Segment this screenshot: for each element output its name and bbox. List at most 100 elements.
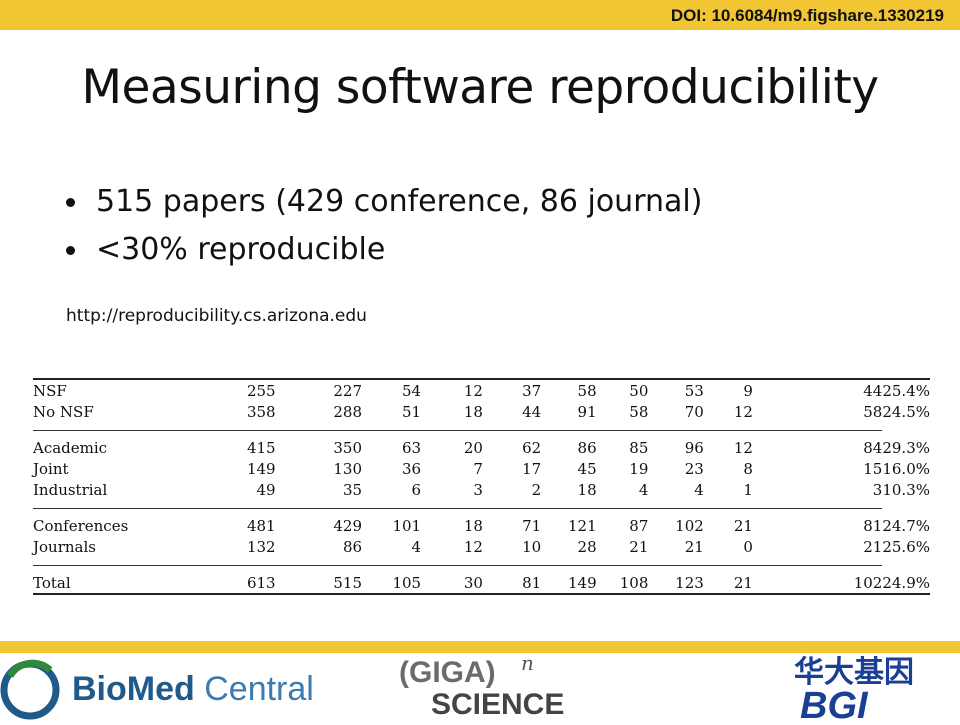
row-spacer	[151, 515, 184, 536]
table-cell: 44	[863, 381, 883, 400]
table-cell: 102	[675, 516, 704, 535]
table-row: No NSF 358 288 51 18 44 91 58 70 12 58 24.5%	[33, 401, 930, 422]
table-cell: 86	[577, 438, 597, 457]
table-cell: 102	[853, 573, 883, 592]
row-spacer	[151, 536, 184, 557]
table-cell: 4	[411, 537, 422, 556]
table-cell: 149	[567, 573, 597, 592]
table-cell: 0	[743, 537, 753, 556]
table-cell: 35	[342, 480, 363, 499]
central-text: Central	[204, 670, 314, 708]
top-accent-bar	[0, 0, 960, 30]
table-cell: 84	[863, 438, 883, 457]
table-cell: 1	[743, 480, 753, 499]
table-cell: 10	[522, 537, 542, 556]
table-cell: 255	[246, 381, 276, 400]
biomed-central-wordmark: BioMed Central	[72, 670, 314, 709]
table-cell: 613	[246, 573, 276, 592]
giga-bottom-text: SCIENCE	[431, 688, 564, 720]
row-label: Joint	[33, 459, 69, 478]
table-cell: 70	[684, 402, 704, 421]
table-cell: 91	[577, 402, 597, 421]
table-cell: 21	[629, 537, 649, 556]
table-cell: 288	[333, 402, 363, 421]
table-cell: 45	[577, 459, 597, 478]
bullet-item: <30% reproducible	[66, 226, 702, 274]
table-cell: 81	[522, 573, 542, 592]
biomed-central-logo: BioMed Central	[0, 656, 314, 720]
table-cell: 21	[733, 573, 753, 592]
table-cell: 24.9%	[882, 573, 930, 592]
group-separator	[33, 422, 930, 431]
table-cell: 21	[684, 537, 704, 556]
table-cell: 123	[675, 573, 704, 592]
table-cell: 20	[463, 438, 483, 457]
table-cell: 85	[629, 438, 649, 457]
table-cell: 62	[522, 438, 542, 457]
table-cell: 429	[333, 516, 363, 535]
table-cell: 30	[463, 573, 483, 592]
table-cell: 58	[577, 381, 597, 400]
table-cell: 54	[402, 381, 422, 400]
table-cell: 53	[684, 381, 704, 400]
table-cell: 3	[872, 480, 883, 499]
table-cell: 3	[473, 480, 483, 499]
table-cell: 58	[863, 402, 883, 421]
table-row: Industrial 49 35 6 3 2 18 4 4 1 3 10.3%	[33, 479, 930, 500]
table-cell: 358	[246, 402, 276, 421]
table-cell: 108	[619, 573, 649, 592]
bullet-text: 515 papers (429 conference, 86 journal)	[96, 184, 703, 219]
row-spacer	[151, 572, 184, 593]
bullet-item: 515 papers (429 conference, 86 journal)	[66, 178, 702, 226]
table-cell: 8	[743, 459, 753, 478]
table-bottom-rule	[33, 593, 930, 595]
table-row: Joint 149 130 36 7 17 45 19 23 8 15 16.0%	[33, 458, 930, 479]
table-cell: 101	[392, 516, 422, 535]
table-cell: 7	[473, 459, 483, 478]
table-cell: 515	[333, 573, 363, 592]
table-cell: 18	[577, 480, 597, 499]
bgi-chinese-text: 华大基因	[794, 655, 914, 690]
table-top-rule	[33, 378, 930, 380]
group-separator	[33, 500, 930, 509]
bullet-text: <30% reproducible	[96, 232, 386, 267]
table-cell: 86	[342, 537, 363, 556]
table-cell: 63	[402, 438, 422, 457]
table-cell: 9	[743, 381, 753, 400]
row-spacer	[151, 479, 184, 500]
table-cell: 87	[629, 516, 649, 535]
table-cell: 44	[522, 402, 542, 421]
group-separator	[33, 557, 930, 566]
table-cell: 25.6%	[882, 537, 930, 556]
table-cell: 481	[246, 516, 276, 535]
table-cell: 130	[333, 459, 363, 478]
table-cell: 149	[246, 459, 276, 478]
table-cell: 227	[333, 381, 363, 400]
table-cell: 18	[463, 402, 483, 421]
table-cell: 51	[402, 402, 422, 421]
table-cell: 121	[567, 516, 597, 535]
bullet-list: 515 papers (429 conference, 86 journal) …	[66, 178, 702, 274]
table-cell: 17	[522, 459, 542, 478]
bottom-accent-bar	[0, 641, 960, 653]
table-cell: 16.0%	[882, 459, 930, 478]
table-cell: 4	[694, 480, 704, 499]
table-cell: 350	[333, 438, 363, 457]
table-cell: 37	[522, 381, 542, 400]
table-cell: 415	[246, 438, 276, 457]
table-cell: 12	[463, 537, 483, 556]
row-label: Journals	[33, 537, 96, 556]
slide-title: Measuring software reproducibility	[81, 60, 879, 115]
table-cell: 23	[684, 459, 704, 478]
table-cell: 24.5%	[882, 402, 930, 421]
doi-label[interactable]: DOI: 10.6084/m9.figshare.1330219	[670, 6, 944, 25]
table-cell: 18	[463, 516, 483, 535]
table-cell: 36	[402, 459, 422, 478]
table-cell: 71	[522, 516, 542, 535]
source-url[interactable]: http://reproducibility.cs.arizona.edu	[66, 306, 367, 326]
bullet-dot-icon	[66, 198, 75, 207]
giga-superscript: n	[521, 652, 534, 675]
table-row: Journals 132 86 4 12 10 28 21 21 0 21 25.6%	[33, 536, 930, 557]
table-row: Conferences 481 429 101 18 71 121 87 102 21 81 24.7…	[33, 515, 930, 536]
row-label: No NSF	[33, 402, 94, 421]
